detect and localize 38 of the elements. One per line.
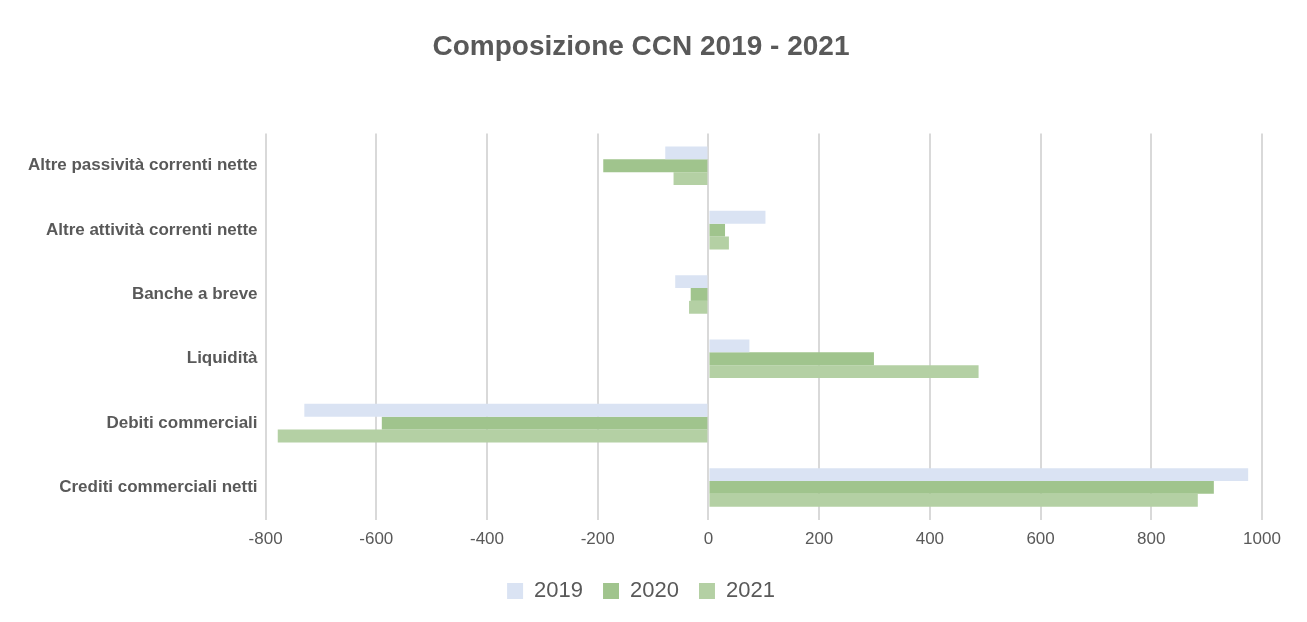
y-tick-label: Liquidità xyxy=(186,348,259,368)
legend-label: 2021 xyxy=(725,577,775,603)
y-tick-label: Banche a breve xyxy=(131,284,258,304)
x-tick-label: 0 xyxy=(703,529,714,549)
bar xyxy=(673,172,708,186)
bar xyxy=(709,365,979,379)
y-tick-label: Altre passività correnti nette xyxy=(28,155,258,175)
x-tick-label: -200 xyxy=(580,529,615,549)
bar xyxy=(709,339,750,353)
bar xyxy=(690,288,708,301)
bar xyxy=(709,236,729,250)
legend-label: 2020 xyxy=(630,577,679,603)
legend-label: 2019 xyxy=(534,577,584,603)
x-tick-label: 1000 xyxy=(1243,529,1281,549)
y-tick-label: Altre attività correnti nette xyxy=(45,219,258,239)
y-tick-label: Crediti commerciali netti xyxy=(59,477,258,497)
x-tick-label: 800 xyxy=(1137,529,1166,549)
bar xyxy=(709,468,1249,481)
y-tick-label: Debiti commerciali xyxy=(106,412,258,432)
bar xyxy=(709,481,1214,494)
x-tick-label: -400 xyxy=(469,529,505,549)
x-tick-label: 600 xyxy=(1026,529,1055,549)
bar xyxy=(709,352,874,366)
bar xyxy=(709,493,1198,507)
bar xyxy=(675,275,708,288)
bar xyxy=(277,429,708,443)
x-tick-label: 200 xyxy=(804,529,834,549)
bar xyxy=(709,223,726,237)
bar xyxy=(603,159,708,173)
bar xyxy=(304,403,708,417)
x-tick-label: -600 xyxy=(359,529,394,549)
bar xyxy=(381,416,708,430)
x-tick-label: 400 xyxy=(915,529,945,549)
chart-title: Composizione CCN 2019 - 2021 xyxy=(432,29,850,61)
bar xyxy=(665,146,708,160)
x-tick-label: -800 xyxy=(248,529,283,549)
bar xyxy=(689,300,708,314)
bar xyxy=(709,210,766,224)
